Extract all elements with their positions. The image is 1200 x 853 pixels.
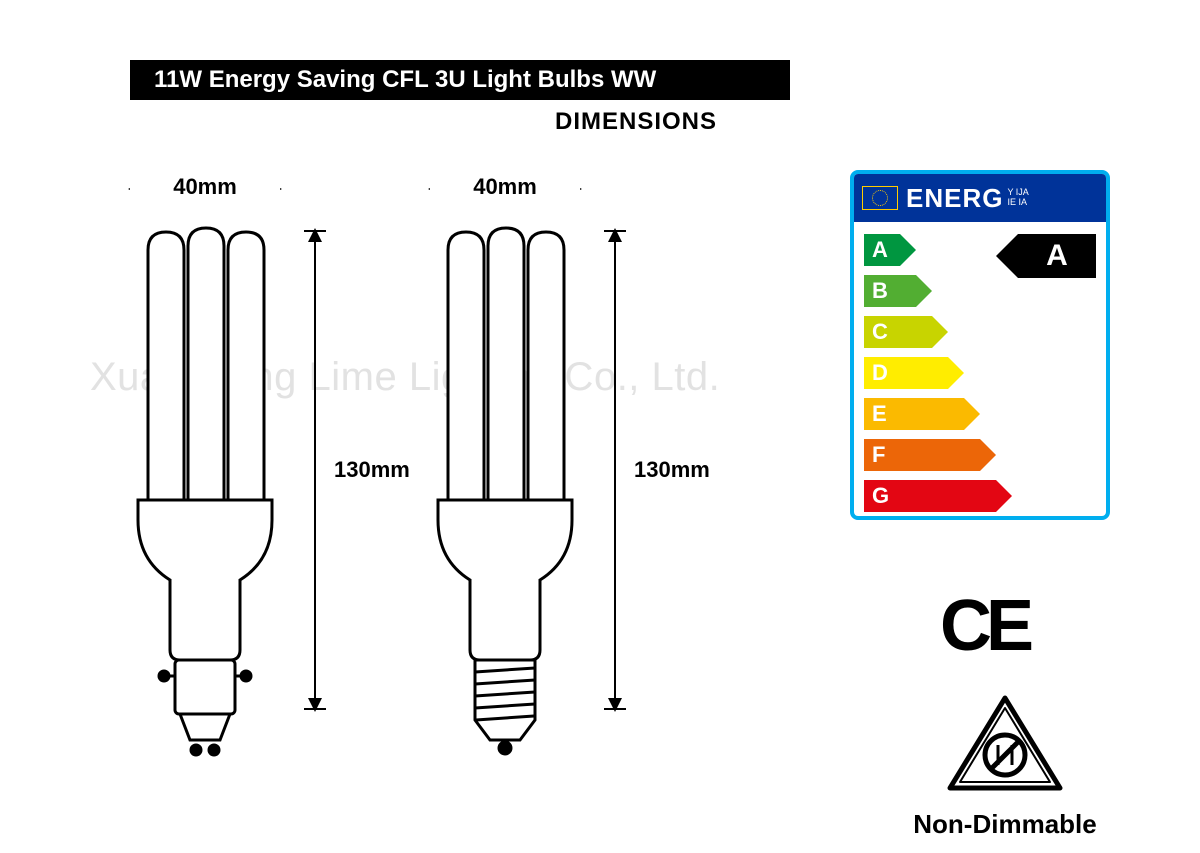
- rating-row-f: F: [864, 439, 1106, 477]
- energ-text: ENERG: [906, 183, 1003, 214]
- ce-mark-icon: CE: [940, 585, 1028, 667]
- rating-row-d: D: [864, 357, 1106, 395]
- energy-rating-scale: A ABCDEFG: [854, 222, 1106, 518]
- non-dimmable-icon: [940, 690, 1070, 800]
- rating-row-a: A: [864, 234, 1106, 272]
- rating-letter: C: [872, 316, 888, 348]
- rating-letter: B: [872, 275, 888, 307]
- rating-row-g: G: [864, 480, 1106, 518]
- rating-row-e: E: [864, 398, 1106, 436]
- rating-row-c: C: [864, 316, 1106, 354]
- energy-efficiency-label: ENERG Y IJA IE IA A ABCDEFG: [850, 170, 1110, 520]
- height-label: 130mm: [634, 457, 710, 483]
- rating-letter: G: [872, 480, 889, 512]
- title-bar: 11W Energy Saving CFL 3U Light Bulbs WW: [130, 60, 790, 100]
- title-text: 11W Energy Saving CFL 3U Light Bulbs WW: [154, 66, 656, 94]
- rating-letter: E: [872, 398, 887, 430]
- height-dimension: 130mm: [300, 230, 420, 710]
- rating-letter: A: [872, 234, 888, 266]
- width-label: 40mm: [130, 174, 280, 200]
- bulbs-diagram-area: 40mm 130mm: [90, 170, 830, 850]
- rating-letter: F: [872, 439, 885, 471]
- height-label: 130mm: [334, 457, 410, 483]
- bulb-e27-icon: [420, 220, 590, 780]
- non-dimmable-badge: Non-Dimmable: [870, 690, 1140, 840]
- subtitle: DIMENSIONS: [555, 108, 717, 136]
- width-dimension: 40mm: [430, 170, 580, 210]
- energ-suffix: Y IJA IE IA: [1007, 188, 1028, 208]
- height-dimension: 130mm: [600, 230, 720, 710]
- non-dimmable-label: Non-Dimmable: [870, 809, 1140, 840]
- bulb-b22-icon: [120, 220, 290, 780]
- rating-row-b: B: [864, 275, 1106, 313]
- width-label: 40mm: [430, 174, 580, 200]
- rating-letter: D: [872, 357, 888, 389]
- width-dimension: 40mm: [130, 170, 280, 210]
- eu-flag-icon: [862, 186, 898, 210]
- energy-label-header: ENERG Y IJA IE IA: [854, 174, 1106, 222]
